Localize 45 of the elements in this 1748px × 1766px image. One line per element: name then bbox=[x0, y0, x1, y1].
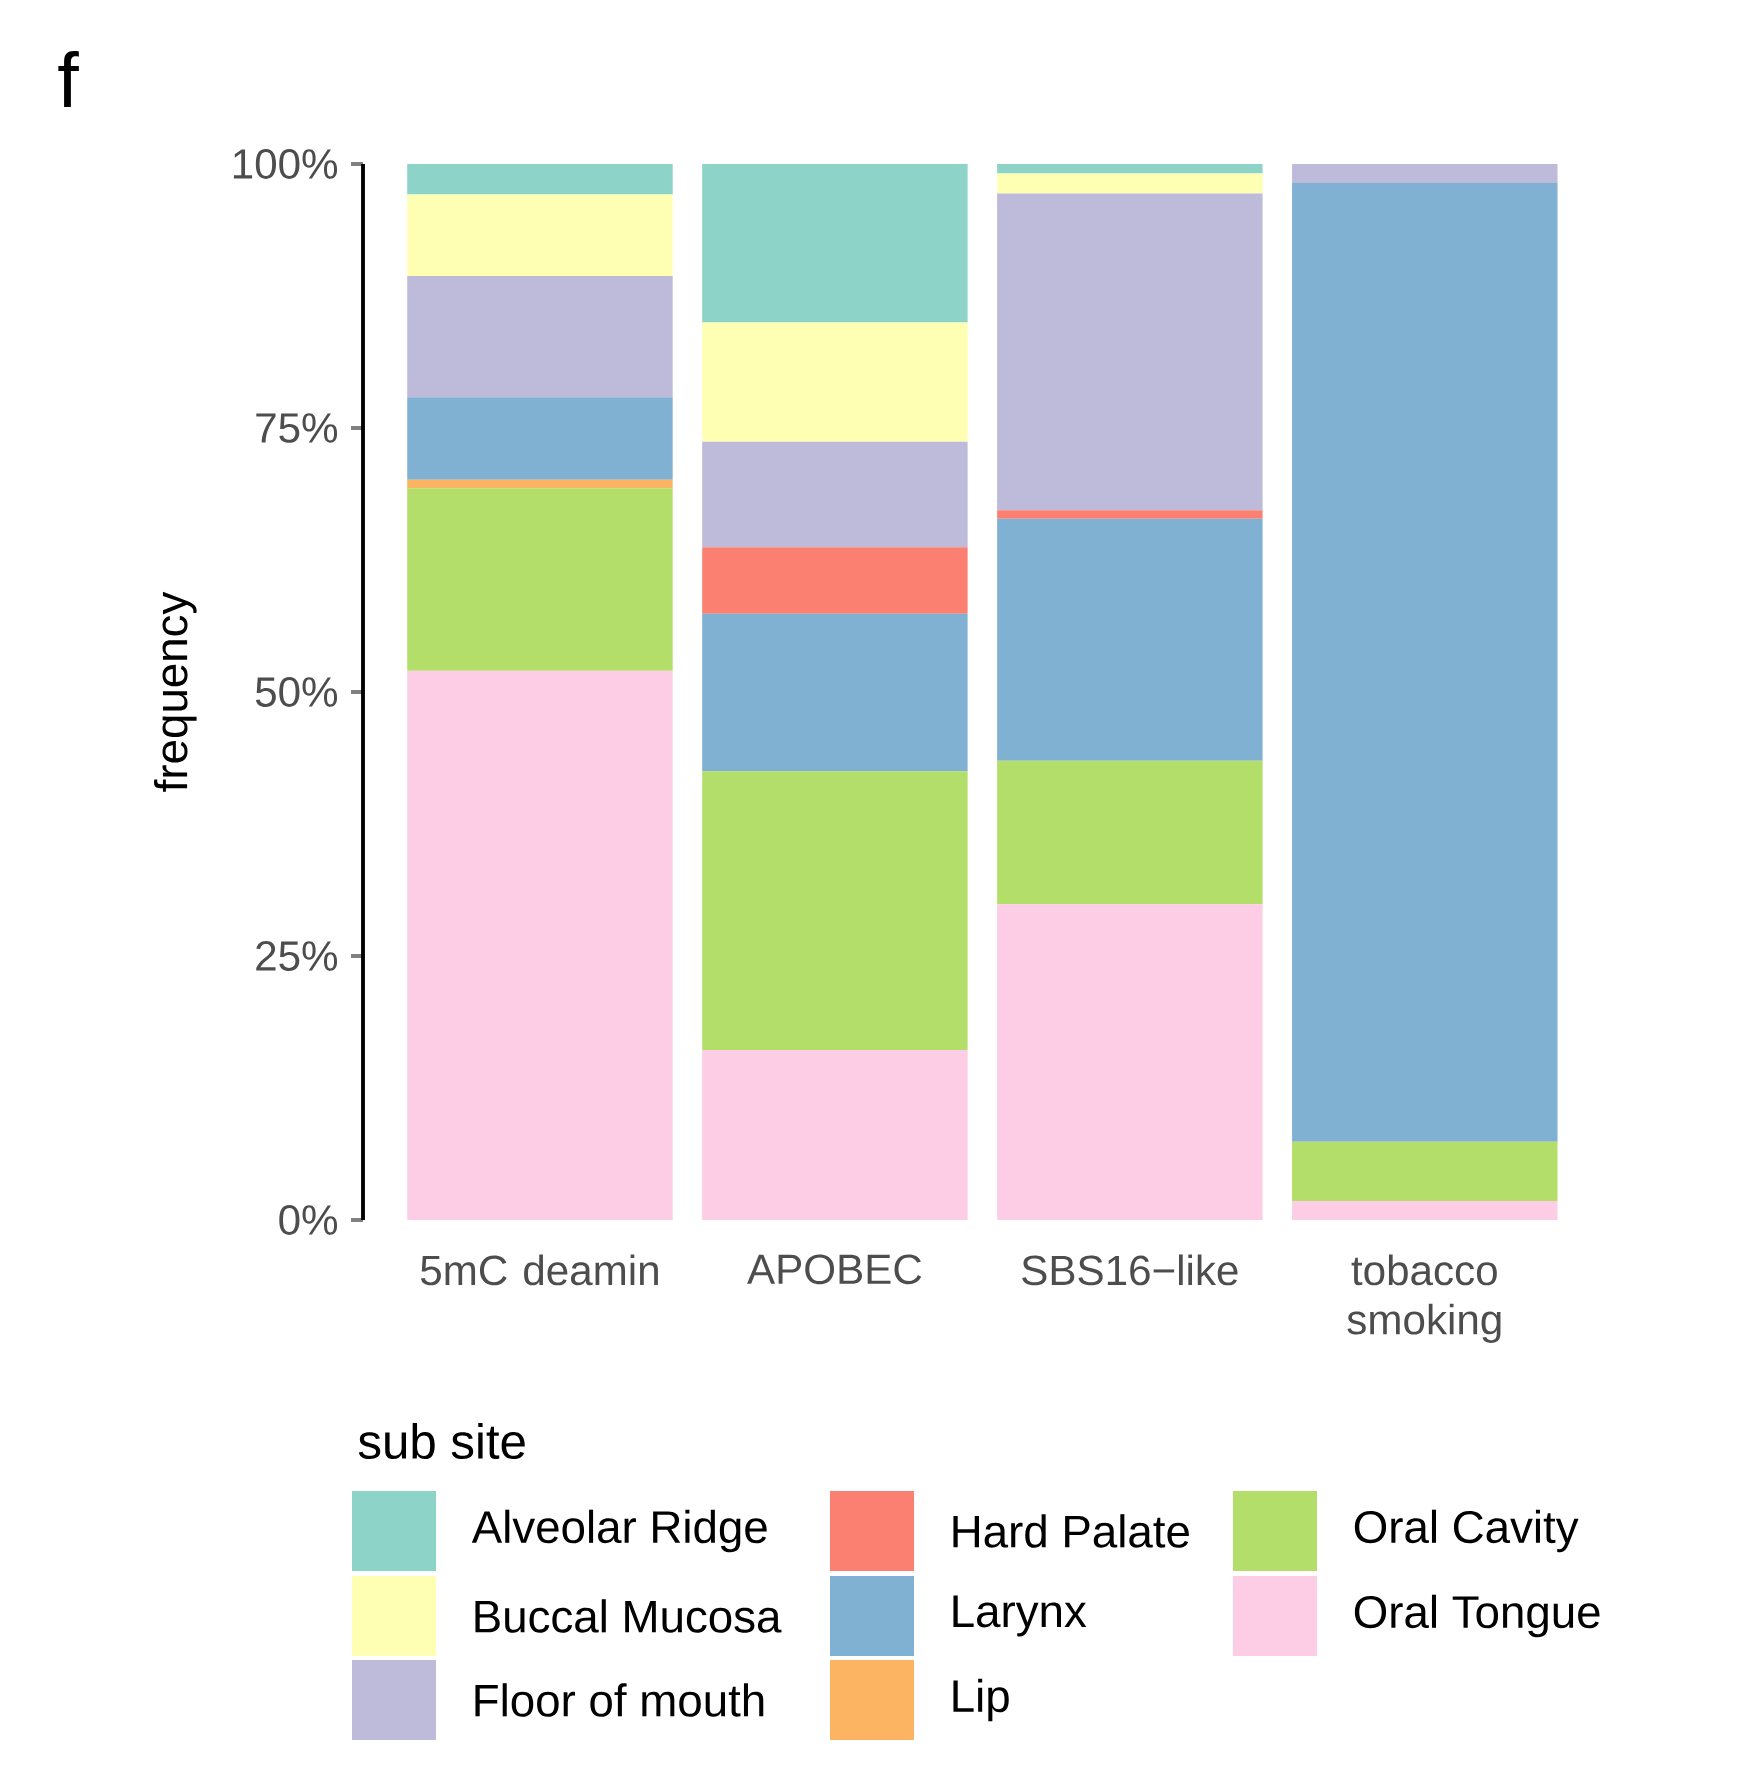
legend-label: Lip bbox=[953, 1678, 1009, 1722]
y-tick-label: 25% bbox=[256, 941, 338, 971]
bar bbox=[997, 760, 1263, 905]
y-tick-label: 75% bbox=[256, 413, 338, 443]
legend-label: Hard Palate bbox=[953, 1514, 1189, 1548]
legend-label: Buccal Mucosa bbox=[475, 1599, 782, 1633]
x-tick-label: SBS16−like bbox=[1022, 1254, 1238, 1286]
bar bbox=[407, 488, 673, 671]
legend-title: sub site bbox=[358, 1422, 525, 1460]
legend-label: Floor of mouth bbox=[475, 1683, 764, 1717]
bar bbox=[702, 771, 968, 1050]
x-tick-label: APOBEC bbox=[747, 1254, 922, 1285]
y-axis-title: frequency bbox=[154, 591, 197, 792]
bar bbox=[407, 479, 673, 489]
bar bbox=[997, 518, 1263, 761]
x-tick-label: 5mC deamin bbox=[420, 1254, 658, 1286]
bar bbox=[702, 1049, 968, 1220]
bar bbox=[702, 613, 968, 772]
bar bbox=[407, 163, 673, 195]
bar bbox=[702, 547, 968, 614]
y-tick-label: 0% bbox=[279, 1205, 338, 1235]
bar bbox=[407, 397, 673, 480]
bar bbox=[702, 441, 968, 548]
bar bbox=[997, 510, 1263, 519]
bar bbox=[1292, 182, 1558, 1142]
bar bbox=[997, 193, 1263, 511]
chart-title: f bbox=[58, 51, 79, 107]
legend-label: Larynx bbox=[953, 1595, 1087, 1637]
bar bbox=[1292, 163, 1558, 183]
y-tick-label: 100% bbox=[233, 149, 338, 179]
bar bbox=[1292, 1200, 1558, 1220]
legend-label: Oral Cavity bbox=[1354, 1509, 1579, 1553]
bar bbox=[702, 322, 968, 442]
bar bbox=[702, 163, 968, 323]
bar bbox=[997, 163, 1263, 174]
legend-label: Alveolar Ridge bbox=[471, 1509, 767, 1553]
bar bbox=[407, 670, 673, 1220]
bar bbox=[1292, 1141, 1558, 1201]
x-tick-label: tobacco smoking bbox=[1347, 1254, 1501, 1343]
bar bbox=[407, 194, 673, 276]
legend-label: Oral Tongue bbox=[1354, 1594, 1600, 1638]
bar bbox=[997, 173, 1263, 194]
bar bbox=[997, 904, 1263, 1220]
y-tick-label: 50% bbox=[255, 677, 338, 707]
bar bbox=[407, 275, 673, 398]
